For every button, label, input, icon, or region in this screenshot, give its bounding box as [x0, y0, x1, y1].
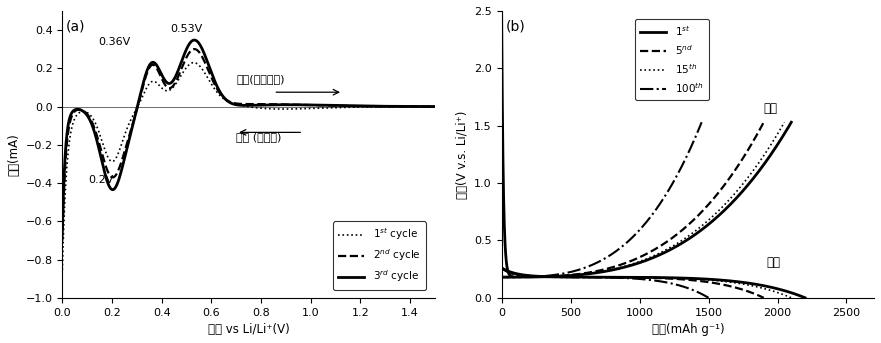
Y-axis label: 电压(V v.s. Li/Li⁺): 电压(V v.s. Li/Li⁺)	[455, 110, 469, 199]
Text: 0.2V: 0.2V	[88, 175, 114, 185]
Legend: 1$^{st}$, 5$^{nd}$, 15$^{th}$, 100$^{th}$: 1$^{st}$, 5$^{nd}$, 15$^{th}$, 100$^{th}…	[635, 19, 708, 100]
Y-axis label: 电流(mA): 电流(mA)	[7, 133, 20, 176]
Text: 放电 (合金化): 放电 (合金化)	[236, 132, 282, 142]
Text: (a): (a)	[66, 20, 85, 34]
X-axis label: 电压 vs Li/Li⁺(V): 电压 vs Li/Li⁺(V)	[208, 323, 290, 336]
Text: 0.53V: 0.53V	[170, 24, 203, 34]
Text: 放电: 放电	[766, 256, 781, 269]
X-axis label: 容量(mAh g⁻¹): 容量(mAh g⁻¹)	[652, 323, 724, 336]
Text: (b): (b)	[506, 20, 525, 34]
Text: 充电(去合金化): 充电(去合金化)	[236, 74, 285, 84]
Text: 0.36V: 0.36V	[99, 37, 130, 47]
Legend: 1$^{st}$ cycle, 2$^{nd}$ cycle, 3$^{rd}$ cycle: 1$^{st}$ cycle, 2$^{nd}$ cycle, 3$^{rd}$…	[333, 222, 426, 290]
Text: 充电: 充电	[764, 102, 778, 115]
